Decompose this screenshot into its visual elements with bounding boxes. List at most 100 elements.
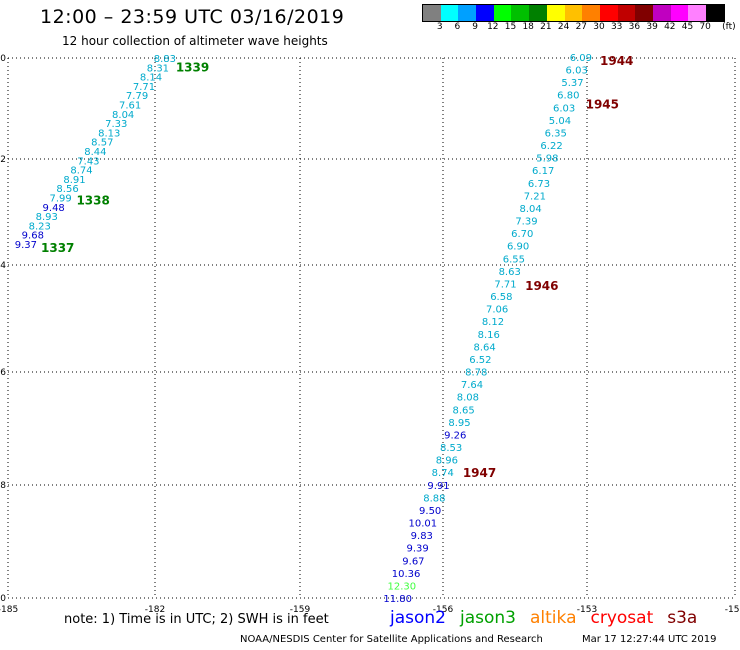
swh-reading: 8.83 — [154, 54, 176, 65]
swh-reading: 7.21 — [524, 191, 546, 202]
swh-reading: 8.95 — [448, 418, 470, 429]
swh-reading: 8.63 — [499, 267, 521, 278]
swh-reading: 9.39 — [406, 544, 428, 555]
legend-tick-label: 12 — [487, 22, 499, 32]
lon-tick-label: -182 — [145, 605, 165, 615]
swh-reading: 8.23 — [29, 221, 51, 232]
swh-reading: 8.96 — [436, 456, 458, 467]
pass-time-label: 1944 — [600, 54, 633, 68]
legend-tick-label: 6 — [454, 22, 461, 32]
swh-reading: 5.04 — [549, 116, 571, 127]
swh-reading: 10.01 — [408, 519, 437, 530]
satellite-legend: jason2 jason3 altika cryosat s3a — [390, 608, 711, 628]
satellite-legend-item: cryosat — [590, 608, 654, 628]
swh-reading: 11.80 — [383, 594, 412, 605]
satellite-legend-item: s3a — [667, 608, 698, 628]
legend-swatch — [423, 5, 441, 21]
pass-time-label: 1946 — [525, 279, 558, 293]
legend-tick-label: 45 — [681, 22, 694, 32]
swh-reading: 12.30 — [388, 581, 417, 592]
satellite-legend-item: jason3 — [460, 608, 516, 628]
swh-reading: 7.06 — [486, 305, 508, 316]
legend-tick-label: 24 — [557, 22, 570, 32]
legend-swatch — [688, 5, 706, 21]
swh-reading: 8.74 — [432, 468, 454, 479]
swh-reading: 8.53 — [440, 443, 462, 454]
footer-note: note: 1) Time is in UTC; 2) SWH is in fe… — [64, 612, 329, 627]
lon-tick-label: -150 — [725, 605, 740, 615]
swh-reading: 8.04 — [520, 204, 542, 215]
swh-reading: 8.65 — [453, 405, 475, 416]
satellite-legend-item: altika — [530, 608, 577, 628]
swh-reading: 9.68 — [22, 231, 44, 242]
lon-tick-label: -159 — [290, 605, 311, 615]
legend-swatch — [440, 5, 459, 21]
legend-tick-label: 33 — [610, 22, 623, 32]
swh-reading: 6.17 — [532, 166, 554, 177]
legend-tick-label: 70 — [699, 22, 711, 32]
satellite-legend-item: jason2 — [390, 608, 446, 628]
swh-reading: 8.74 — [70, 166, 92, 177]
pass-time-label: 1337 — [41, 241, 74, 255]
legend-swatch — [670, 5, 689, 21]
swh-reading: 8.64 — [473, 342, 495, 353]
legend-tick-label: 18 — [522, 22, 534, 32]
pass-time-label: 1339 — [176, 61, 209, 75]
legend-unit: (ft) — [722, 22, 736, 32]
swh-reading: 9.37 — [15, 240, 37, 251]
swh-reading: 7.39 — [515, 217, 537, 228]
swh-reading: 8.13 — [98, 128, 120, 139]
swh-reading: 6.35 — [545, 128, 567, 139]
axis-labels: -40 -42 -44 -46 -48 -50-185 -182 -159 -156 -153 -1… — [0, 54, 740, 615]
legend-tick-label: 39 — [646, 22, 658, 32]
swh-reading: 9.91 — [427, 481, 449, 492]
pass-time-label: 1945 — [586, 97, 619, 111]
swh-reading: 8.31 — [147, 63, 169, 74]
lat-tick-label: -46 — [0, 368, 6, 378]
generated-timestamp: Mar 17 12:27:44 UTC 2019 — [582, 634, 717, 645]
legend-tick-label: 21 — [540, 22, 552, 32]
swh-reading: 6.90 — [507, 242, 529, 253]
legend-swatch — [493, 5, 512, 21]
legend-swatch — [511, 5, 530, 21]
swh-reading: 8.14 — [140, 73, 162, 84]
lat-tick-label: -50 — [0, 594, 6, 604]
swh-reading: 8.91 — [63, 175, 85, 186]
swh-reading: 7.64 — [461, 380, 483, 391]
legend-swatch — [546, 5, 565, 21]
swh-reading: 7.33 — [105, 119, 127, 130]
swh-reading: 8.57 — [91, 138, 113, 149]
swh-reading: 9.48 — [43, 203, 65, 214]
swh-reading: 6.80 — [557, 91, 579, 102]
swh-reading: 6.03 — [553, 103, 575, 114]
swh-reading: 7.61 — [119, 101, 141, 112]
swh-reading: 7.71 — [494, 279, 516, 290]
credit-line: NOAA/NESDIS Center for Satellite Applica… — [240, 634, 543, 645]
map-subtitle: 12 hour collection of altimeter wave hei… — [62, 34, 328, 48]
legend-swatch — [599, 5, 618, 21]
swh-reading: 6.52 — [469, 355, 491, 366]
swh-reading: 8.88 — [423, 493, 445, 504]
lat-tick-label: -40 — [0, 54, 6, 64]
swh-reading: 7.79 — [126, 91, 148, 102]
lon-tick-label: -185 — [0, 605, 18, 615]
color-scale-labels: 3 6 9 12 15 18 21 24 27 30 33 36 39 42 45 70 (ft) — [422, 22, 740, 34]
legend-tick-label: 42 — [664, 22, 676, 32]
swh-reading: 8.93 — [36, 212, 58, 223]
pass-time-label: 1338 — [76, 194, 109, 208]
swh-reading: 5.98 — [536, 154, 558, 165]
swh-reading: 8.56 — [56, 184, 78, 195]
legend-swatch — [564, 5, 583, 21]
legend-tick-label: 9 — [472, 22, 478, 32]
swh-reading: 8.44 — [84, 147, 106, 158]
legend-swatch — [706, 5, 724, 21]
swh-reading: 7.99 — [49, 194, 71, 205]
lon-tick-label: -153 — [577, 605, 597, 615]
legend-tick-label: 36 — [628, 22, 641, 32]
legend-swatch — [635, 5, 653, 21]
legend-tick-label: 30 — [593, 22, 605, 32]
legend-swatch — [582, 5, 600, 21]
map-title: 12:00 – 23:59 UTC 03/16/2019 — [40, 6, 345, 28]
swh-reading: 9.26 — [444, 430, 466, 441]
